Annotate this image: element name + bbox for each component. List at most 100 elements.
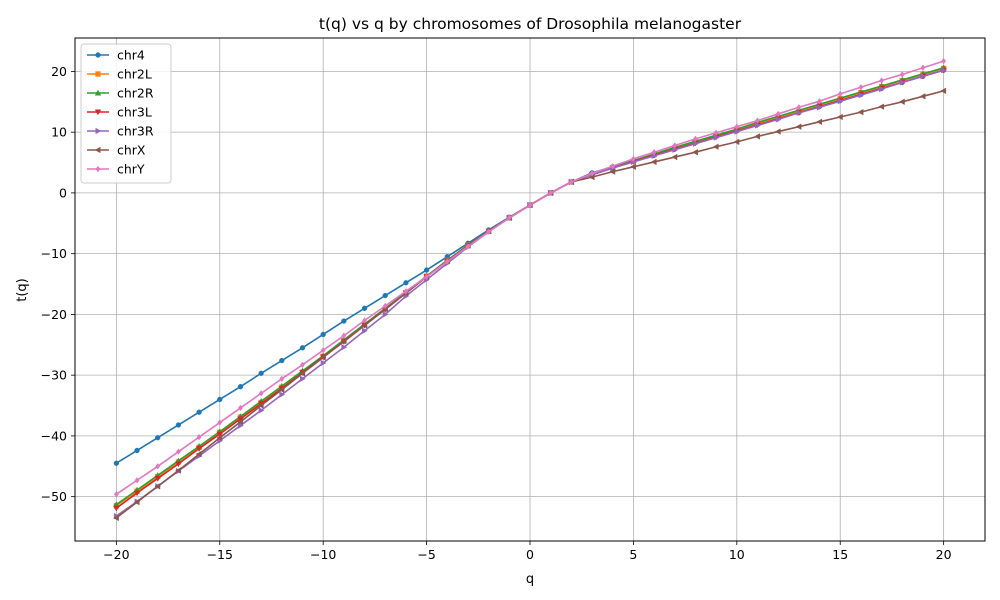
- data-point-chrX: [940, 87, 947, 95]
- legend-swatch-marker: [95, 165, 101, 173]
- data-point-chrY: [506, 214, 512, 222]
- data-point-chrX: [113, 514, 119, 522]
- data-point-chrX: [857, 108, 864, 116]
- data-point-chr4: [155, 435, 161, 441]
- data-point-chr3R: [362, 327, 368, 335]
- data-point-chrX: [154, 483, 161, 490]
- data-point-chrY: [941, 57, 947, 65]
- data-point-chrX: [237, 418, 243, 426]
- y-axis-label: t(q): [15, 278, 30, 302]
- y-tick-label: −30: [41, 368, 67, 383]
- data-point-chrX: [692, 148, 698, 156]
- x-tick-label: −10: [310, 547, 336, 562]
- data-point-chrX: [133, 498, 140, 506]
- legend-item-chr4: chr4: [87, 48, 145, 63]
- data-point-chrX: [299, 370, 305, 377]
- data-point-chr3R: [755, 122, 761, 129]
- data-point-chr3L: [154, 475, 161, 482]
- legend-item-chrY: chrY: [87, 162, 145, 177]
- legend-label: chr2L: [117, 67, 152, 82]
- x-tick-label: −5: [417, 547, 435, 562]
- y-tick-label: −40: [41, 428, 67, 443]
- data-point-chrY: [817, 97, 822, 105]
- data-point-chr3R: [672, 146, 679, 154]
- grid-lines: [75, 38, 985, 541]
- data-point-chrY: [300, 361, 305, 369]
- data-point-chrY: [693, 135, 698, 143]
- data-point-chrY: [320, 347, 326, 354]
- data-point-chr3R: [279, 391, 286, 398]
- legend-label: chr3R: [117, 124, 154, 139]
- data-point-chrX: [340, 337, 347, 345]
- data-point-chr3L: [175, 461, 182, 468]
- x-tick-label: 20: [936, 547, 952, 562]
- data-point-chr3L: [195, 446, 203, 452]
- x-tick-label: −20: [103, 547, 129, 562]
- series-layer: [113, 57, 947, 522]
- data-point-chrX: [898, 98, 905, 106]
- legend-item-chrX: chrX: [87, 143, 146, 158]
- legend-label: chr2R: [117, 86, 154, 101]
- data-point-chrY: [713, 129, 719, 136]
- legend: chr4 chr2L chr2R chr3L chr3R chrX chrY: [80, 43, 172, 184]
- y-tick-label: 10: [51, 125, 67, 140]
- data-point-chrX: [216, 434, 223, 441]
- data-point-chr3R: [237, 422, 244, 429]
- data-point-chrX: [630, 163, 636, 171]
- data-point-chr3R: [320, 359, 327, 367]
- legend-swatch-marker: [95, 52, 101, 58]
- data-point-chrX: [609, 168, 616, 175]
- data-point-chr3R: [941, 66, 947, 74]
- legend-frame: [80, 43, 172, 184]
- data-point-chr4: [258, 370, 264, 376]
- data-point-chrY: [672, 142, 678, 149]
- data-point-chrY: [341, 332, 347, 339]
- data-point-chr3R: [879, 85, 885, 93]
- data-point-chrY: [610, 162, 616, 170]
- data-point-chrY: [465, 243, 471, 250]
- data-point-chr3R: [775, 116, 782, 123]
- x-tick-label: 0: [526, 547, 534, 562]
- y-tick-label: −10: [41, 246, 67, 261]
- data-point-chr4: [403, 280, 409, 286]
- data-point-chrX: [816, 118, 823, 126]
- data-point-chrY: [734, 123, 740, 130]
- data-point-chrY: [899, 71, 905, 78]
- data-point-chr4: [279, 357, 285, 364]
- data-point-chrY: [424, 273, 430, 280]
- data-point-chr4: [361, 305, 368, 311]
- data-point-chrY: [134, 477, 140, 484]
- data-point-chr4: [423, 267, 430, 273]
- data-point-chrY: [444, 258, 450, 265]
- data-point-chr4: [175, 422, 182, 428]
- data-point-chrY: [589, 170, 595, 177]
- data-point-chrY: [630, 155, 636, 163]
- legend-swatch-marker: [94, 146, 101, 154]
- data-point-chrY: [403, 288, 409, 295]
- data-point-chrY: [113, 491, 119, 498]
- data-point-chr3R: [858, 91, 865, 99]
- data-point-chr3R: [837, 97, 844, 105]
- data-point-chr3R: [258, 407, 265, 414]
- data-point-chrX: [774, 128, 781, 135]
- data-point-chr4: [341, 318, 347, 324]
- data-point-chr3L: [113, 505, 120, 512]
- data-point-chrY: [527, 201, 533, 209]
- data-point-chrX: [919, 93, 926, 100]
- data-point-chrX: [878, 103, 885, 110]
- data-point-chrY: [155, 463, 161, 470]
- x-axis-label: q: [526, 572, 534, 587]
- data-point-chrY: [217, 419, 223, 426]
- legend-swatch-marker: [95, 127, 102, 135]
- data-point-chrY: [279, 375, 285, 383]
- data-point-chrX: [671, 153, 678, 161]
- y-tick-label: −20: [41, 307, 67, 322]
- data-point-chr4: [237, 384, 244, 390]
- data-point-chrX: [795, 123, 802, 130]
- data-point-chr4: [382, 292, 388, 299]
- legend-swatch-marker: [94, 109, 102, 116]
- legend-label: chr4: [117, 48, 145, 63]
- data-point-chrX: [650, 158, 657, 166]
- data-point-chr4: [299, 345, 306, 351]
- data-point-chrY: [196, 433, 202, 441]
